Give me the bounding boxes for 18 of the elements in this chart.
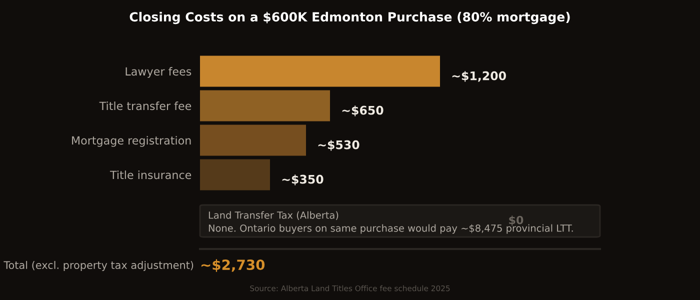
- text: ~$2,730: [201, 259, 265, 272]
- y-tick-label: Mortgage registration: [72, 136, 191, 147]
- data-label: ~$350: [282, 174, 324, 186]
- bar: [200, 56, 440, 87]
- data-label: ~$1,200: [452, 71, 506, 82]
- bar: [200, 90, 330, 122]
- bar: [200, 124, 306, 156]
- bar: [200, 159, 270, 190]
- text: None. Ontario buyers on same purchase would pay ~$8,475 provincial LTT.: [208, 224, 573, 234]
- y-tick-label: Title insurance: [110, 170, 192, 180]
- data-label: ~$650: [342, 106, 384, 116]
- y-tick-label: Title transfer fee: [99, 102, 192, 110]
- chart-title: Closing Costs on a $600K Edmonton Purchase (80% mortgage): [130, 12, 570, 24]
- text: $0: [509, 216, 524, 226]
- text: Total (excl. property tax adjustment): [4, 260, 194, 272]
- y-tick-label: Lawyer fees: [126, 67, 192, 78]
- data-label: ~$530: [318, 140, 360, 151]
- text: Land Transfer Tax (Alberta): [208, 211, 338, 220]
